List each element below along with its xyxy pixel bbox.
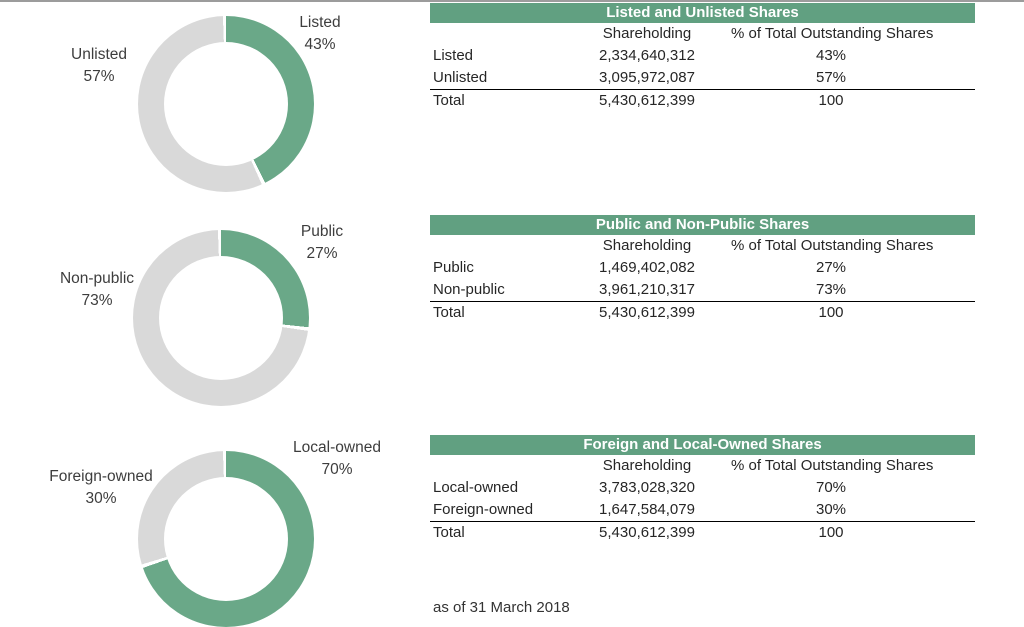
callout-label: Unlisted xyxy=(71,46,127,63)
row-shareholding: 1,469,402,082 xyxy=(599,259,695,276)
table-total-row: Total 5,430,612,399 100 xyxy=(430,89,975,112)
col-header-pct-outstanding: % of Total Outstanding Shares xyxy=(731,457,934,474)
donut-hole xyxy=(164,477,288,601)
col-header-empty xyxy=(430,455,563,477)
table-header-row: Shareholding % of Total Outstanding Shar… xyxy=(430,235,975,257)
table-total-row: Total 5,430,612,399 100 xyxy=(430,521,975,544)
callout-unlisted: Unlisted 57% xyxy=(24,44,174,88)
row-label: Listed xyxy=(433,47,474,64)
callout-nonpublic: Non-public 73% xyxy=(22,268,172,312)
callout-label: Listed xyxy=(299,14,341,31)
row-label: Public xyxy=(433,259,474,276)
row-pct: 73% xyxy=(815,281,847,298)
col-header-shareholding: Shareholding xyxy=(602,25,692,42)
row-label: Local-owned xyxy=(433,479,519,496)
table-body: Listed 2,334,640,312 43% Unlisted 3,095,972,… xyxy=(430,45,975,89)
total-label: Total xyxy=(433,304,465,321)
donut-chart-listed-unlisted xyxy=(138,16,314,192)
row-shareholding: 3,783,028,320 xyxy=(599,479,695,496)
table-header-row: Shareholding % of Total Outstanding Shar… xyxy=(430,23,975,45)
table-row: Listed 2,334,640,312 43% xyxy=(430,45,975,67)
table-body: Public 1,469,402,082 27% Non-public 3,961,21… xyxy=(430,257,975,301)
footnote: as of 31 March 2018 xyxy=(433,599,570,616)
callout-label: Foreign-owned xyxy=(49,468,153,485)
total-pct: 100 xyxy=(818,524,844,541)
table-title: Foreign and Local-Owned Shares xyxy=(430,435,975,455)
row-pct: 70% xyxy=(815,479,847,496)
callout-pct: 70% xyxy=(321,461,353,478)
callout-label: Public xyxy=(300,223,344,240)
callout-foreign-owned: Foreign-owned 30% xyxy=(21,466,181,510)
callout-label: Local-owned xyxy=(293,439,381,456)
table-row: Non-public 3,961,210,317 73% xyxy=(430,279,975,301)
row-pct: 30% xyxy=(815,501,847,518)
row-pct: 43% xyxy=(815,47,847,64)
callout-pct: 27% xyxy=(306,245,338,262)
col-header-empty xyxy=(430,235,563,257)
donut-chart-public-nonpublic xyxy=(133,230,309,406)
col-header-pct-outstanding: % of Total Outstanding Shares xyxy=(731,25,934,42)
row-pct: 57% xyxy=(815,69,847,86)
row-shareholding: 3,961,210,317 xyxy=(599,281,695,298)
donut-hole xyxy=(164,42,288,166)
table-header-row: Shareholding % of Total Outstanding Shar… xyxy=(430,455,975,477)
total-shareholding: 5,430,612,399 xyxy=(599,524,695,541)
donut-hole xyxy=(159,256,283,380)
table-body: Local-owned 3,783,028,320 70% Foreign-owned… xyxy=(430,477,975,521)
callout-pct: 57% xyxy=(83,68,115,85)
callout-pct: 73% xyxy=(81,292,113,309)
total-shareholding: 5,430,612,399 xyxy=(599,304,695,321)
col-header-pct-outstanding: % of Total Outstanding Shares xyxy=(731,237,934,254)
row-pct: 27% xyxy=(815,259,847,276)
table-public-nonpublic: Public and Non-Public Shares Shareholdin… xyxy=(430,215,975,324)
table-row: Local-owned 3,783,028,320 70% xyxy=(430,477,975,499)
table-title: Listed and Unlisted Shares xyxy=(430,3,975,23)
callout-label: Non-public xyxy=(59,270,135,287)
row-label: Foreign-owned xyxy=(433,501,534,518)
row-shareholding: 1,647,584,079 xyxy=(599,501,695,518)
table-foreign-local: Foreign and Local-Owned Shares Sharehold… xyxy=(430,435,975,544)
total-shareholding: 5,430,612,399 xyxy=(599,92,695,109)
table-row: Unlisted 3,095,972,087 57% xyxy=(430,67,975,89)
callout-local-owned: Local-owned 70% xyxy=(262,437,412,481)
row-label: Unlisted xyxy=(433,69,488,86)
total-label: Total xyxy=(433,92,465,109)
table-row: Public 1,469,402,082 27% xyxy=(430,257,975,279)
table-total-row: Total 5,430,612,399 100 xyxy=(430,301,975,324)
callout-pct: 43% xyxy=(304,36,336,53)
total-pct: 100 xyxy=(818,304,844,321)
window-top-border xyxy=(0,0,1024,2)
col-header-shareholding: Shareholding xyxy=(602,457,692,474)
table-row: Foreign-owned 1,647,584,079 30% xyxy=(430,499,975,521)
table-listed-unlisted: Listed and Unlisted Shares Shareholding … xyxy=(430,3,975,112)
total-pct: 100 xyxy=(818,92,844,109)
donut-chart-foreign-local xyxy=(138,451,314,627)
total-label: Total xyxy=(433,524,465,541)
row-shareholding: 3,095,972,087 xyxy=(599,69,695,86)
row-shareholding: 2,334,640,312 xyxy=(599,47,695,64)
col-header-empty xyxy=(430,23,563,45)
table-title: Public and Non-Public Shares xyxy=(430,215,975,235)
callout-pct: 30% xyxy=(85,490,117,507)
callout-listed: Listed 43% xyxy=(245,12,395,56)
callout-public: Public 27% xyxy=(247,221,397,265)
row-label: Non-public xyxy=(433,281,505,298)
col-header-shareholding: Shareholding xyxy=(602,237,692,254)
